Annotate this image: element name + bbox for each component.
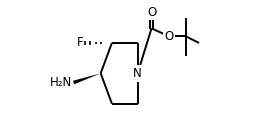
- Text: O: O: [165, 30, 174, 43]
- Text: O: O: [147, 6, 156, 19]
- Text: H₂N: H₂N: [50, 76, 72, 89]
- Text: N: N: [133, 67, 142, 80]
- Polygon shape: [73, 73, 101, 84]
- Text: F: F: [77, 36, 83, 49]
